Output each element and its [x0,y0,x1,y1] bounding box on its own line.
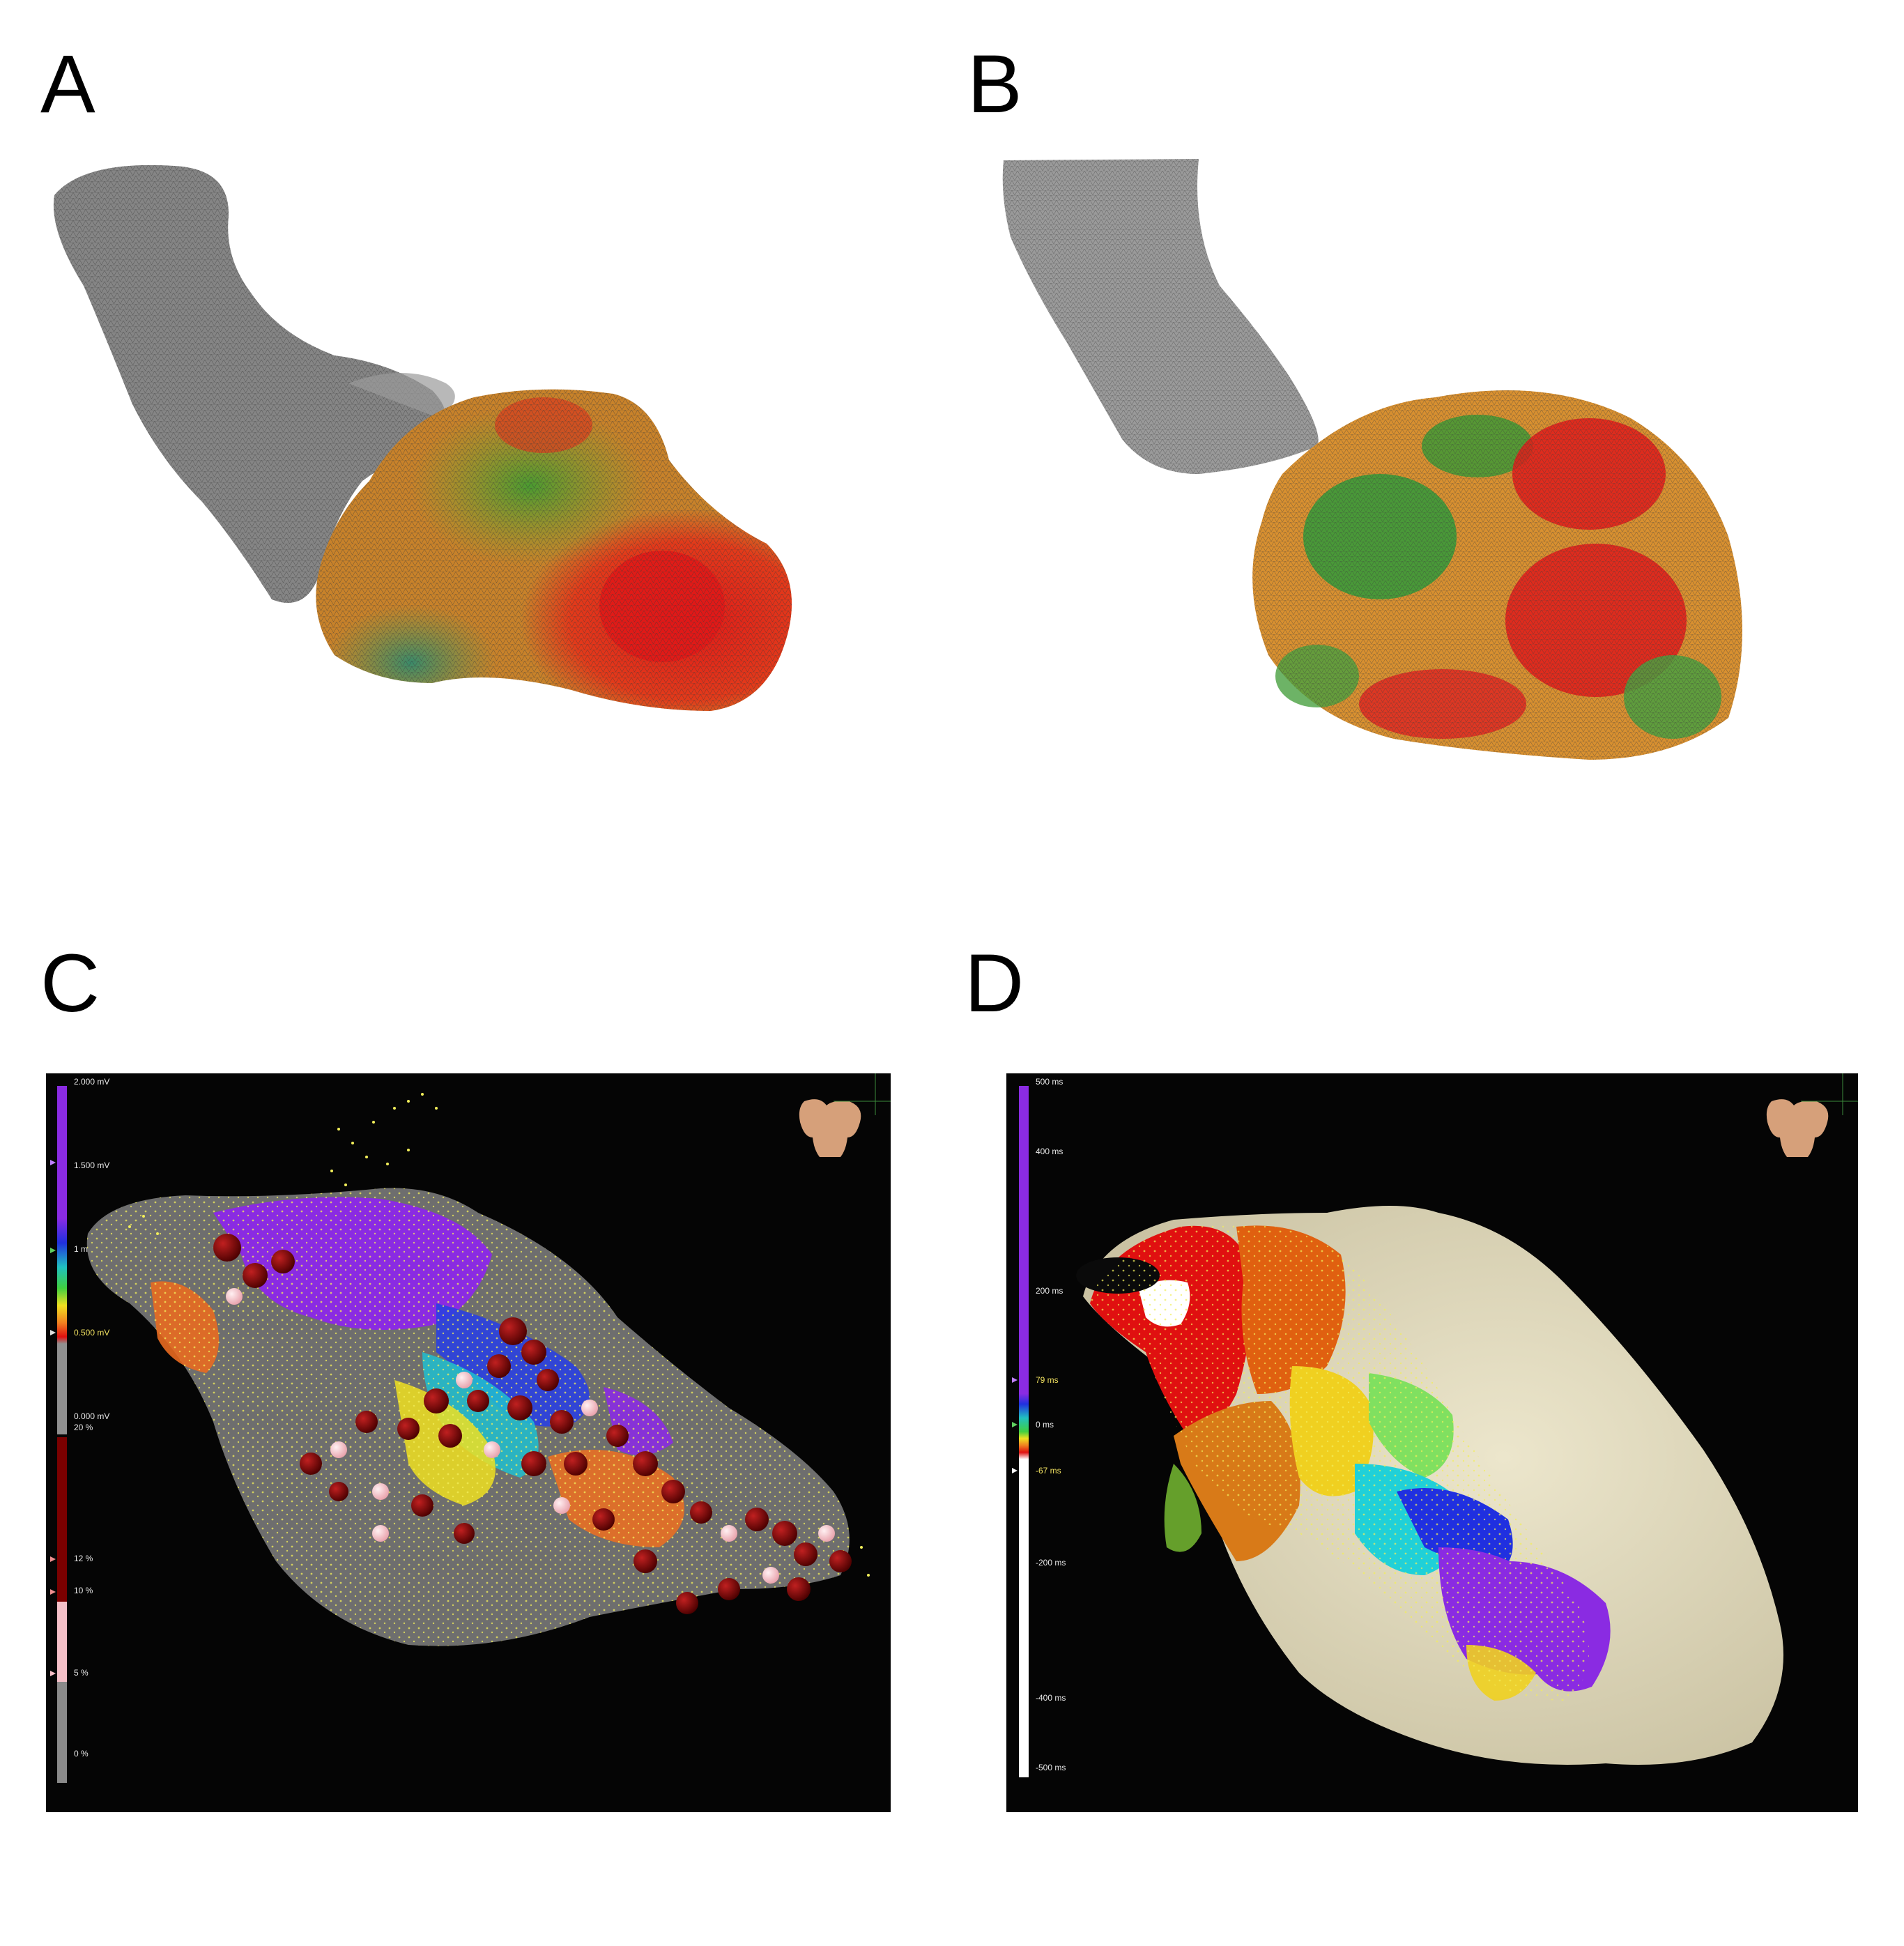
panel-label-d: D [965,937,1024,1029]
percent-marker-12 [50,1556,56,1562]
percent-marker-10 [50,1589,56,1595]
percent-marker-5 [50,1671,56,1676]
percent-tick-top: 20 % [74,1423,93,1432]
lower-window-marker [1012,1468,1018,1473]
heart-mesh-model-a [53,164,792,711]
upper-threshold-marker [50,1160,56,1165]
percent-color-bar-dark [57,1437,67,1602]
time-tick-minus-67: -67 ms [1036,1466,1061,1476]
zero-marker [1012,1422,1018,1427]
time-tick-minus-200: -200 ms [1036,1558,1066,1568]
torso-orientation-icon[interactable] [1766,1073,1858,1157]
voltage-map-view: 2.000 mV 1.500 mV 1 mV 0.500 mV 0.000 mV… [46,1073,891,1812]
percent-tick-bottom: 0 % [74,1749,89,1759]
time-tick-400: 400 ms [1036,1147,1063,1156]
time-color-bar [1019,1086,1029,1777]
voltage-tick-bottom: 0.000 mV [74,1411,109,1421]
torso-orientation-icon[interactable] [799,1073,891,1157]
voltage-color-bar [57,1086,67,1434]
time-tick-200: 200 ms [1036,1286,1063,1296]
time-tick-0: 0 ms [1036,1420,1054,1430]
time-tick-500: 500 ms [1036,1077,1063,1087]
voltage-tick-top: 2.000 mV [74,1077,109,1087]
voltage-tick-upper-mid: 1.500 mV [74,1160,109,1170]
time-tick-minus-500: -500 ms [1036,1763,1066,1772]
activation-map-view: 500 ms 400 ms 200 ms 79 ms 0 ms -67 ms -… [1006,1073,1858,1812]
lower-threshold-marker [50,1330,56,1335]
heart-mesh-model-b [1002,159,1742,760]
panel-label-c: C [40,937,100,1029]
percent-tick-12: 12 % [74,1554,93,1563]
mapping-points-floating [128,1093,870,1577]
percent-tick-10: 10 % [74,1586,93,1595]
ablation-lesions [213,1234,852,1614]
time-tick-minus-400: -400 ms [1036,1693,1066,1703]
panel-label-b: B [967,38,1022,130]
upper-window-marker [1012,1377,1018,1383]
panel-label-a: A [40,38,95,130]
percent-tick-5: 5 % [74,1668,89,1678]
time-tick-79: 79 ms [1036,1375,1059,1385]
mid-threshold-marker [50,1248,56,1253]
voltage-tick-lower-mid: 0.500 mV [74,1328,109,1338]
